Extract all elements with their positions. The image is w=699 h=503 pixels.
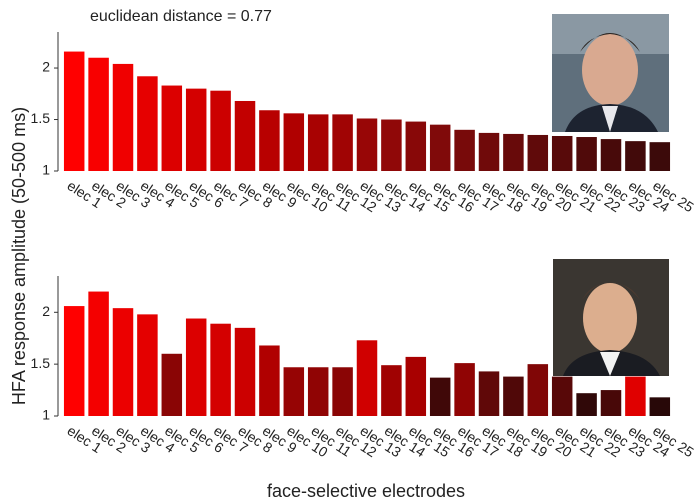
bar [503, 376, 524, 416]
bar [234, 327, 256, 416]
photo-top [552, 14, 669, 132]
bar [454, 363, 475, 416]
bar [185, 318, 207, 416]
bar [307, 367, 329, 416]
bar [551, 376, 573, 416]
bar [332, 114, 353, 171]
bar [161, 85, 183, 171]
y-tick-label: 1 [42, 162, 50, 178]
y-tick-label: 1 [42, 407, 50, 423]
bar [210, 323, 231, 416]
bar [259, 345, 280, 416]
bar [283, 367, 305, 416]
bar [307, 114, 329, 171]
bar [649, 142, 671, 171]
bar [88, 57, 109, 172]
bar [137, 76, 158, 171]
bar [600, 139, 622, 171]
bar [478, 371, 500, 416]
bar [527, 364, 549, 416]
annotation: euclidean distance = 0.77 [90, 8, 272, 25]
bar [429, 124, 451, 171]
bar [527, 134, 549, 171]
y-tick-label: 2 [42, 303, 50, 319]
bar [234, 100, 256, 171]
bar [381, 365, 402, 416]
bar [551, 135, 573, 171]
bar [576, 393, 597, 416]
y-axis-label: HFA response amplitude (50-500 ms) [9, 107, 29, 405]
bar [625, 141, 646, 171]
bar [454, 129, 475, 171]
bar [332, 367, 353, 416]
bar [356, 340, 378, 416]
y-tick-label: 1.5 [31, 355, 51, 371]
bar [478, 132, 500, 171]
bar [503, 133, 524, 171]
bar [625, 376, 646, 416]
bar [283, 113, 305, 171]
bar [63, 51, 85, 172]
bar [429, 377, 451, 416]
bar [88, 291, 109, 416]
bar [210, 90, 231, 171]
bar [63, 306, 85, 416]
y-tick-label: 2 [42, 59, 50, 75]
bar [185, 88, 207, 171]
bar [649, 397, 671, 416]
bar [405, 356, 427, 416]
bar [161, 353, 183, 416]
bar [576, 137, 597, 171]
bar [405, 121, 427, 171]
bar [137, 314, 158, 416]
photo-bottom [553, 259, 669, 376]
bar [112, 63, 134, 171]
y-tick-label: 1.5 [31, 110, 51, 126]
bar [259, 110, 280, 171]
bar [356, 118, 378, 171]
x-axis-label: face-selective electrodes [267, 481, 465, 501]
bar [600, 390, 622, 416]
bar [112, 308, 134, 416]
bar [381, 119, 402, 171]
